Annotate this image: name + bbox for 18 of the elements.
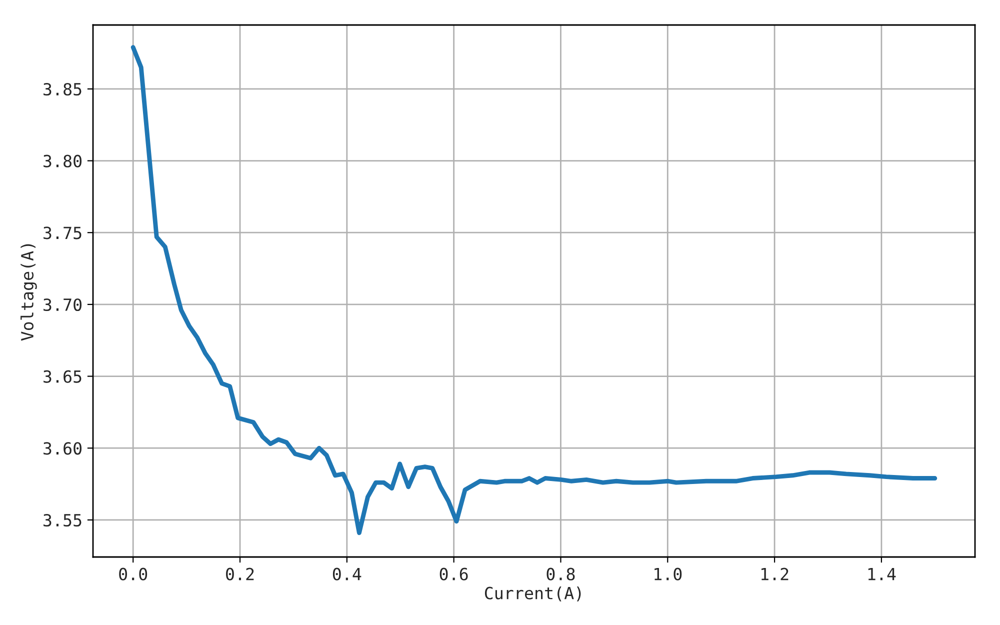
y-tick-label: 3.75 bbox=[44, 226, 82, 240]
y-axis-title: Voltage(A) bbox=[20, 244, 37, 341]
line-series bbox=[130, 45, 938, 536]
x-tick-label: 0.2 bbox=[226, 568, 254, 580]
y-tick-label: 3.85 bbox=[44, 82, 82, 96]
x-axis-title: Current(A) bbox=[484, 586, 581, 602]
x-tick-label: 0.4 bbox=[332, 568, 362, 580]
y-tick-label: 3.55 bbox=[44, 514, 82, 527]
x-tick-label: 0.8 bbox=[546, 568, 575, 580]
x-tick-label: 0.0 bbox=[119, 568, 148, 580]
y-tick-label: 3.60 bbox=[44, 442, 82, 455]
x-tick-label: 1.0 bbox=[654, 568, 682, 580]
x-tick-label: 1.4 bbox=[868, 568, 896, 580]
y-tick-label: 3.80 bbox=[44, 154, 82, 168]
x-tick-label: 1.2 bbox=[761, 568, 788, 580]
y-tick-label: 3.70 bbox=[44, 298, 82, 312]
x-tick-label: 0.6 bbox=[440, 568, 468, 580]
y-tick-label: 3.65 bbox=[44, 370, 82, 383]
